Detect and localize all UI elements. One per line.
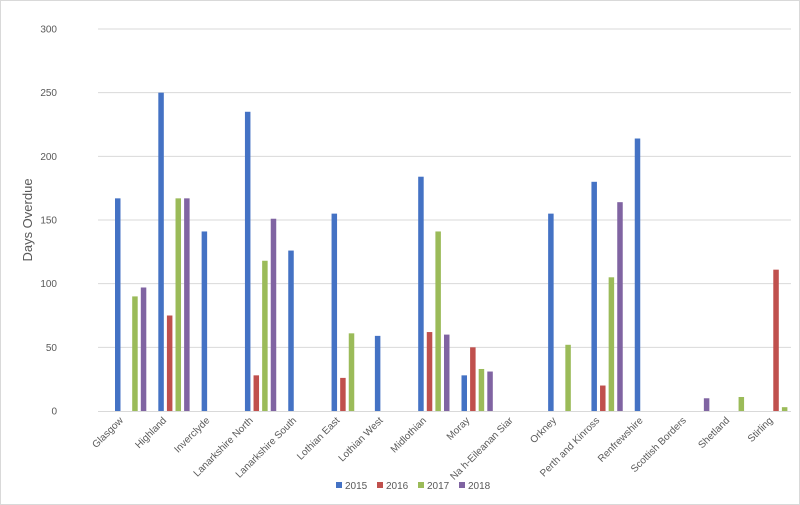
x-tick-label: Midlothian	[389, 415, 429, 455]
y-tick-label: 250	[40, 88, 57, 99]
y-tick-label: 200	[40, 152, 57, 163]
bar	[348, 333, 355, 411]
bar	[461, 375, 467, 411]
bar	[175, 198, 182, 411]
x-tick-label: Lothian East	[295, 415, 342, 462]
bar	[600, 385, 606, 411]
x-tick-label: Lothian West	[337, 415, 386, 464]
gridlines	[98, 28, 791, 348]
legend-swatch	[418, 482, 424, 488]
legend: 2015 2016 2017 2018	[336, 481, 491, 492]
bar	[166, 315, 173, 411]
bar	[478, 368, 485, 411]
x-tick-label: Glasgow	[91, 415, 127, 451]
bar	[591, 181, 597, 411]
legend-label: 2017	[427, 481, 450, 492]
legend-label: 2015	[345, 481, 368, 492]
bar	[634, 138, 641, 411]
bar	[374, 335, 381, 411]
bar	[184, 198, 190, 411]
bar	[253, 375, 260, 411]
bar	[487, 371, 493, 411]
bar	[738, 396, 745, 411]
bar	[426, 332, 433, 411]
legend-swatch	[377, 482, 383, 488]
bar	[565, 344, 571, 411]
bar	[608, 277, 615, 411]
bar	[331, 213, 338, 411]
bar	[288, 250, 294, 411]
y-axis-ticks: 0 50 100 150 200 250 300	[40, 25, 57, 418]
bar	[773, 269, 779, 411]
bar	[443, 334, 450, 411]
x-tick-label: Highland	[133, 415, 169, 451]
bar	[132, 296, 138, 411]
bar	[262, 260, 268, 411]
bar	[418, 176, 424, 411]
bars	[115, 92, 788, 412]
bar	[435, 231, 441, 411]
y-tick-label: 150	[40, 216, 57, 227]
bar	[158, 92, 164, 412]
bar	[244, 111, 251, 412]
y-tick-label: 0	[51, 407, 57, 418]
x-tick-label: Stirling	[746, 415, 775, 444]
bar	[115, 198, 121, 411]
bar	[703, 398, 710, 411]
x-tick-label: Moray	[445, 415, 472, 442]
x-tick-label: Orkney	[528, 415, 559, 446]
bar	[781, 407, 788, 411]
y-tick-label: 50	[46, 343, 58, 354]
bar	[201, 231, 208, 411]
bar	[548, 213, 554, 411]
bar	[270, 218, 277, 411]
x-tick-label: Inverclyde	[172, 415, 212, 455]
bar	[140, 287, 147, 411]
y-axis-label: Days Overdue	[20, 178, 35, 261]
bar	[340, 377, 346, 411]
legend-label: 2018	[468, 481, 491, 492]
bar	[470, 347, 476, 411]
y-tick-label: 300	[40, 25, 57, 36]
y-tick-label: 100	[40, 279, 57, 290]
legend-swatch	[459, 482, 465, 488]
legend-label: 2016	[386, 481, 409, 492]
legend-swatch	[336, 482, 342, 488]
bar	[617, 202, 623, 411]
x-tick-label: Shetland	[696, 415, 732, 451]
